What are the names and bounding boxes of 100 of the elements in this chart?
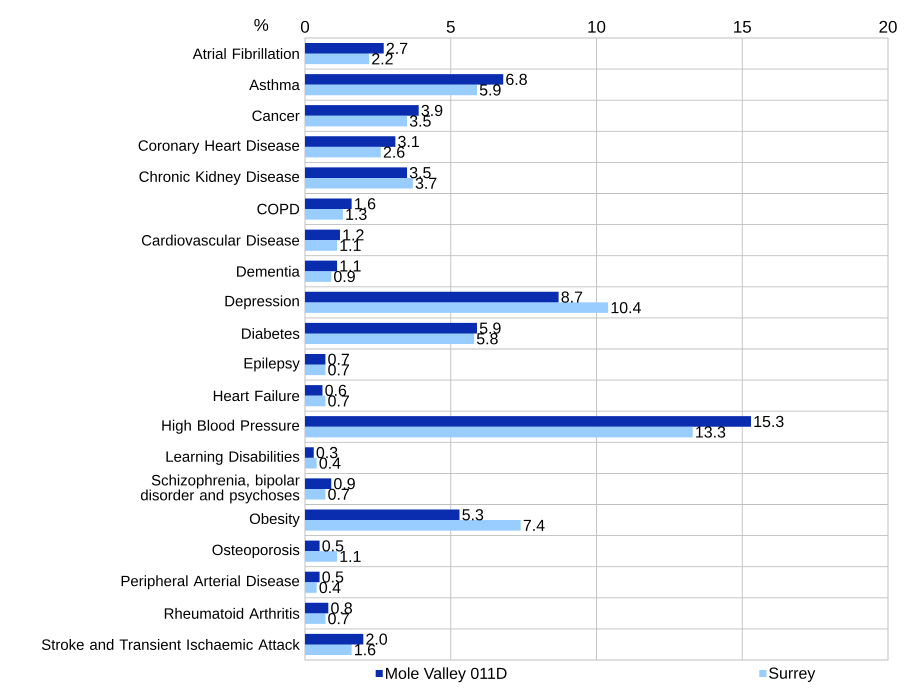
data-label: 2.0 (366, 634, 388, 645)
bar (305, 322, 477, 334)
bar (305, 364, 326, 376)
bar (305, 551, 338, 562)
x-axis-title: % (254, 18, 268, 31)
y-tick-label: Atrial Fibrillation (192, 48, 299, 60)
data-label: 6.8 (506, 74, 527, 86)
data-label: 15.3 (754, 416, 784, 428)
y-tick-label: Heart Failure (214, 390, 300, 402)
y-tick-label: Osteoporosis (212, 544, 300, 558)
data-label: 0.7 (328, 488, 349, 500)
data-label: 8.7 (561, 291, 582, 303)
y-tick-label: Chronic Kidney Disease (139, 170, 300, 185)
bar (305, 520, 521, 531)
y-tick-label: Stroke and Transient Ischaemic Attack (42, 638, 300, 650)
bar (305, 167, 408, 178)
bar (305, 509, 460, 520)
data-label: 3.5 (410, 167, 431, 178)
x-tick-label: 10 (588, 20, 606, 33)
y-tick-label: Diabetes (242, 328, 300, 339)
data-label: 0.8 (331, 602, 352, 614)
data-label: 5.3 (462, 509, 484, 520)
data-label: 3.5 (410, 115, 431, 127)
y-tick-label: Cardiovascular Disease (142, 234, 300, 246)
data-label: 0.3 (316, 446, 338, 458)
bar (305, 458, 317, 468)
bar (305, 333, 474, 344)
y-tick-label: Asthma (249, 79, 300, 90)
y-tick-label: Dementia (237, 266, 300, 277)
bar (305, 478, 332, 489)
y-tick-label: Learning Disabilities (166, 450, 300, 465)
legend-label: Surrey (769, 668, 816, 682)
bar (305, 146, 381, 158)
data-label: 1.1 (340, 240, 361, 251)
bar (305, 260, 338, 272)
bar (305, 105, 419, 116)
data-label: 10.4 (612, 302, 641, 314)
y-tick-label: High Blood Pressure (162, 420, 300, 434)
bar (305, 396, 326, 406)
data-label: 0.9 (334, 478, 355, 490)
data-label: 1.1 (340, 260, 361, 272)
bar (305, 540, 320, 552)
data-label: 5.9 (480, 84, 501, 96)
bar (305, 426, 693, 438)
bar (305, 447, 314, 458)
y-tick-label: Obesity (250, 513, 300, 528)
data-label: 1.6 (355, 644, 376, 656)
bar (305, 116, 408, 126)
data-label: 0.7 (328, 364, 349, 376)
bar (305, 209, 343, 220)
data-label: 7.4 (524, 520, 545, 531)
bar (305, 354, 326, 365)
y-tick-label: Coronary Heart Disease (138, 140, 300, 154)
data-label: 3.9 (421, 104, 442, 116)
data-label: 3.1 (398, 136, 419, 148)
data-label: 0.4 (319, 458, 341, 469)
x-tick-label: 5 (446, 21, 455, 33)
y-tick-label: Rheumatoid Arthritis (164, 608, 300, 619)
y-tick-label: Epilepsy (244, 358, 300, 372)
bar (305, 613, 326, 624)
data-label: 5.9 (480, 322, 501, 334)
bar (305, 271, 332, 282)
data-label: 1.6 (355, 198, 376, 210)
y-tick-label: Cancer (252, 110, 300, 122)
bar (305, 178, 413, 189)
y-tick-label: Peripheral Arterial Disease (122, 575, 300, 590)
bar (305, 302, 608, 313)
bar (305, 292, 559, 302)
data-label: 0.9 (334, 270, 355, 282)
data-label: 1.1 (340, 550, 361, 562)
bar (305, 488, 326, 500)
data-label: 3.7 (416, 178, 436, 189)
bar (305, 385, 322, 396)
bar (305, 42, 384, 54)
data-label: 2.6 (384, 146, 404, 158)
bar (305, 198, 352, 210)
x-tick-label: 0 (300, 20, 310, 33)
bar (305, 572, 320, 582)
y-tick-label: COPD (257, 204, 300, 214)
data-label: 13.3 (696, 426, 726, 438)
data-label: 1.3 (346, 208, 367, 220)
bar (305, 602, 328, 614)
legend-label: Mole Valley 011D (386, 667, 507, 682)
y-tick-label: Depression (225, 295, 299, 310)
data-label: 0.7 (328, 354, 349, 365)
bar (305, 136, 396, 147)
data-label: 2.7 (386, 42, 408, 54)
bar (305, 74, 504, 85)
bar (305, 416, 751, 427)
data-label: 0.5 (322, 571, 344, 583)
bar (305, 634, 364, 644)
data-label: 0.7 (328, 395, 349, 407)
data-label: 5.8 (476, 333, 498, 344)
data-label: 2.2 (372, 53, 393, 64)
data-label: 0.6 (325, 384, 346, 396)
data-label: 0.7 (328, 613, 349, 624)
bar (305, 54, 370, 64)
bar (305, 84, 477, 96)
data-label: 0.5 (322, 540, 344, 552)
bar (305, 240, 338, 251)
